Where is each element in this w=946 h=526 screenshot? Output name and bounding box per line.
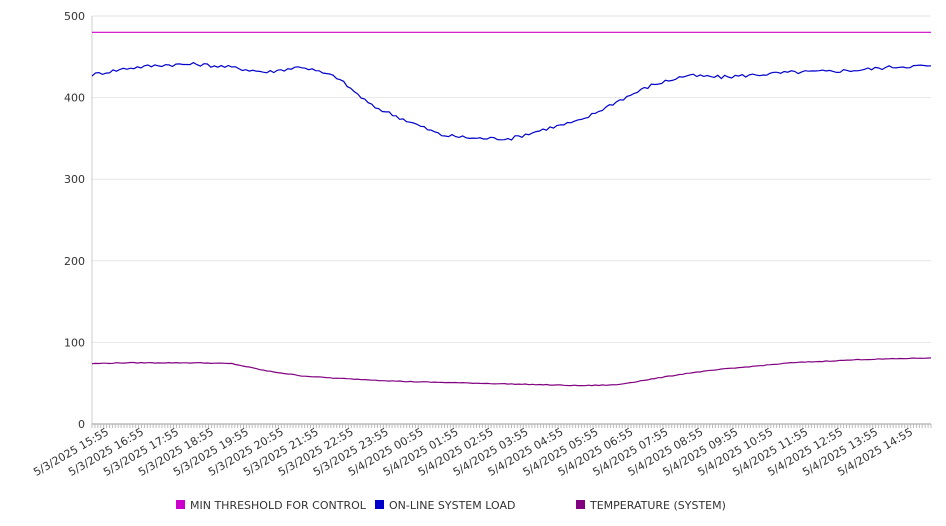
axes (91, 16, 932, 428)
x-tick-labels: 5/3/2025 15:555/3/2025 16:555/3/2025 17:… (31, 425, 915, 479)
series-line (91, 357, 932, 387)
y-tick-label: 100 (64, 336, 85, 349)
legend: MIN THRESHOLD FOR CONTROL ON-LINE SYSTEM … (176, 499, 726, 512)
series-line (91, 61, 932, 141)
y-tick-label: 400 (64, 92, 85, 105)
legend-label: MIN THRESHOLD FOR CONTROL (190, 499, 367, 512)
y-tick-label: 200 (64, 255, 85, 268)
y-tick-label: 0 (78, 418, 85, 431)
y-tick-label: 500 (64, 10, 85, 23)
y-tick-label: 300 (64, 173, 85, 186)
series (91, 31, 932, 387)
legend-swatch (576, 500, 585, 509)
legend-swatch (176, 500, 185, 509)
legend-swatch (375, 500, 384, 509)
grid (92, 15, 931, 343)
y-tick-labels: 0 100 200 300 400 500 (64, 10, 85, 431)
legend-label: TEMPERATURE (SYSTEM) (589, 499, 726, 512)
legend-label: ON-LINE SYSTEM LOAD (389, 499, 515, 512)
